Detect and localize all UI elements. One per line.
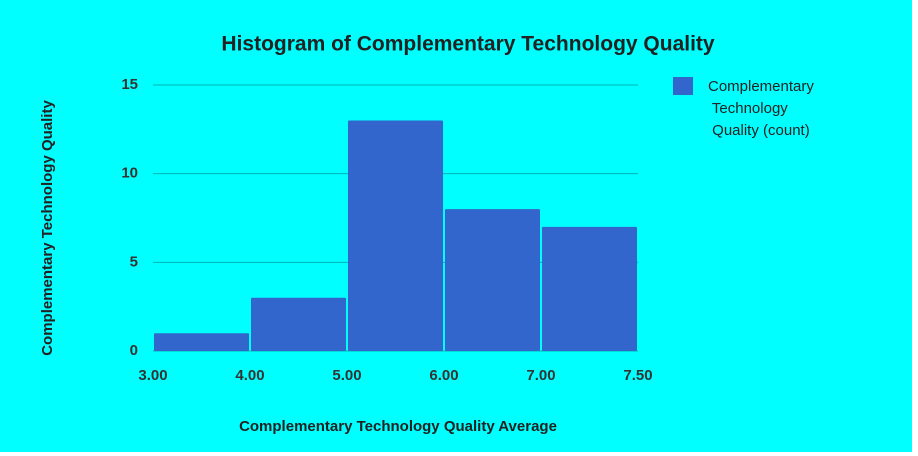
y-tick-label: 0	[130, 342, 138, 359]
y-tick-label: 10	[121, 165, 138, 182]
legend-swatch	[673, 77, 693, 95]
chart-title: Histogram of Complementary Technology Qu…	[221, 33, 715, 56]
x-tick-label: 3.00	[138, 367, 167, 384]
legend-label: Complementary Technology Quality (count)	[708, 78, 814, 139]
x-tick-label: 6.00	[429, 367, 458, 384]
x-tick-label: 4.00	[235, 367, 264, 384]
x-tick-label: 7.50	[623, 367, 652, 384]
y-tick-label: 15	[121, 76, 138, 93]
bar	[445, 209, 540, 351]
bar	[251, 297, 346, 351]
bar	[348, 120, 443, 351]
x-tick-label: 7.00	[526, 367, 555, 384]
x-tick-label: 5.00	[332, 367, 361, 384]
y-tick-label: 5	[130, 253, 138, 270]
x-axis-label: Complementary Technology Quality Average	[239, 418, 557, 435]
bar	[542, 226, 637, 351]
y-axis-label: Complementary Technology Quality	[39, 100, 56, 356]
bar	[154, 333, 249, 351]
